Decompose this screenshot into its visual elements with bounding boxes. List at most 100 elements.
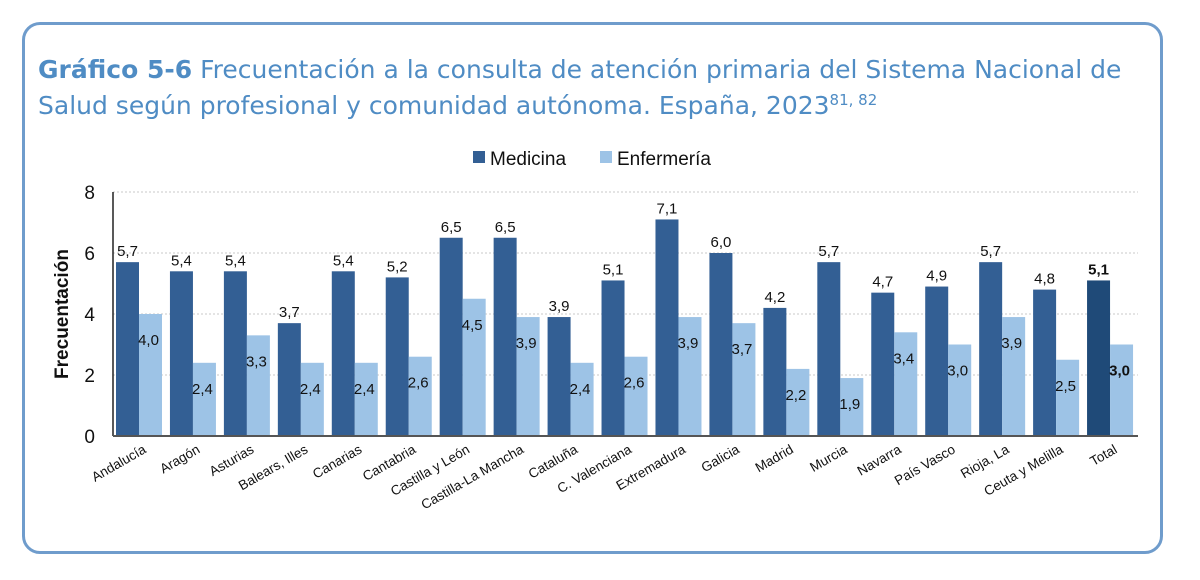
bar-medicina xyxy=(547,317,571,436)
data-label-medicina: 3,7 xyxy=(279,304,300,321)
bar-enfermeria xyxy=(300,362,324,436)
bar-enfermeria xyxy=(516,317,540,436)
bar-medicina xyxy=(1087,280,1111,436)
x-tick-label: Castilla-La Mancha xyxy=(419,441,527,512)
bar-enfermeria xyxy=(1056,359,1080,436)
data-label-enfermeria: 3,3 xyxy=(246,353,267,370)
bar-enfermeria xyxy=(948,344,972,436)
x-tick-label: País Vasco xyxy=(892,442,958,489)
title-text: Frecuentación a la consulta de atención … xyxy=(38,55,1122,120)
bar-medicina xyxy=(116,262,139,436)
data-label-medicina: 6,5 xyxy=(495,219,516,236)
x-tick-label: Madrid xyxy=(753,442,796,476)
data-label-enfermeria: 4,5 xyxy=(462,317,483,334)
data-label-medicina: 7,1 xyxy=(657,200,678,217)
data-label-medicina: 5,4 xyxy=(333,252,354,269)
bar-medicina xyxy=(169,271,193,436)
bar-enfermeria xyxy=(840,378,864,436)
legend-label-medicina: Medicina xyxy=(490,149,566,170)
y-tick-label: 0 xyxy=(84,427,95,448)
y-tick-label: 2 xyxy=(84,366,95,387)
data-label-medicina: 5,7 xyxy=(818,243,839,260)
data-label-enfermeria: 2,6 xyxy=(408,375,429,392)
data-label-medicina: 3,9 xyxy=(549,298,570,315)
data-label-enfermeria: 2,4 xyxy=(570,381,591,398)
data-label-enfermeria: 2,2 xyxy=(785,387,806,404)
bar-medicina xyxy=(331,271,355,436)
bar-enfermeria xyxy=(678,317,702,436)
data-label-enfermeria: 3,0 xyxy=(947,363,968,380)
chart-title: Gráfico 5-6 Frecuentación a la consulta … xyxy=(38,54,1158,121)
data-label-enfermeria: 2,6 xyxy=(624,375,645,392)
bar-enfermeria xyxy=(732,323,756,436)
bar-medicina xyxy=(925,286,949,436)
bar-enfermeria xyxy=(192,362,216,436)
bar-medicina xyxy=(1033,289,1057,436)
bar-medicina xyxy=(385,277,409,436)
data-label-enfermeria: 2,5 xyxy=(1055,378,1076,395)
data-label-medicina: 5,7 xyxy=(980,243,1001,260)
bar-enfermeria xyxy=(1002,317,1026,436)
y-axis-label: Frecuentación xyxy=(52,249,73,379)
legend-swatch-enfermeria xyxy=(600,151,612,163)
bar-medicina xyxy=(493,237,517,436)
data-label-enfermeria: 1,9 xyxy=(839,396,860,413)
data-label-medicina: 6,5 xyxy=(441,219,462,236)
bar-medicina xyxy=(763,307,787,436)
bar-enfermeria xyxy=(624,356,648,436)
bar-enfermeria xyxy=(462,298,486,436)
bar-enfermeria xyxy=(570,362,594,436)
data-label-medicina: 6,0 xyxy=(710,234,731,251)
data-label-medicina: 5,4 xyxy=(171,252,192,269)
data-label-enfermeria: 3,9 xyxy=(1001,335,1022,352)
data-label-enfermeria: 3,4 xyxy=(893,350,914,367)
bar-medicina xyxy=(709,253,733,436)
title-label: Gráfico 5-6 xyxy=(38,55,193,84)
data-label-enfermeria: 4,0 xyxy=(138,332,159,349)
bar-medicina xyxy=(601,280,625,436)
bar-enfermeria xyxy=(139,314,162,436)
data-label-medicina: 5,2 xyxy=(387,258,408,275)
x-tick-label: Andalucía xyxy=(89,441,149,484)
bar-medicina xyxy=(817,262,841,436)
data-label-medicina: 4,9 xyxy=(926,268,947,285)
bar-medicina xyxy=(439,237,463,436)
data-label-medicina: 5,4 xyxy=(225,252,246,269)
bar-medicina xyxy=(979,262,1003,436)
bar-enfermeria xyxy=(786,368,810,436)
legend-label-enfermeria: Enfermería xyxy=(617,149,711,170)
x-tick-label: Total xyxy=(1087,442,1119,469)
data-label-enfermeria: 3,9 xyxy=(516,335,537,352)
x-tick-label: Murcia xyxy=(807,441,850,474)
data-label-enfermeria: 2,4 xyxy=(354,381,375,398)
title-superscript: 81, 82 xyxy=(829,91,878,109)
bar-medicina xyxy=(871,292,895,436)
data-label-medicina: 4,2 xyxy=(764,289,785,306)
data-label-medicina: 5,7 xyxy=(117,243,138,260)
data-label-enfermeria: 2,4 xyxy=(300,381,321,398)
data-label-medicina: 5,1 xyxy=(603,261,624,278)
x-tick-label: Aragón xyxy=(157,442,202,477)
x-tick-label: Canarias xyxy=(310,441,365,481)
x-tick-label: Galicia xyxy=(699,441,743,475)
bar-enfermeria xyxy=(354,362,378,436)
bar-enfermeria xyxy=(894,332,918,436)
y-tick-label: 8 xyxy=(84,183,95,204)
data-label-enfermeria: 3,9 xyxy=(678,335,699,352)
data-label-enfermeria: 2,4 xyxy=(192,381,213,398)
bar-medicina xyxy=(277,323,301,436)
legend-swatch-medicina xyxy=(473,151,485,163)
data-label-medicina: 5,1 xyxy=(1088,261,1109,278)
bar-enfermeria xyxy=(408,356,432,436)
data-label-medicina: 4,8 xyxy=(1034,271,1055,288)
bar-enfermeria xyxy=(246,335,270,436)
data-label-enfermeria: 3,7 xyxy=(731,341,752,358)
bar-medicina xyxy=(655,219,679,436)
y-tick-label: 6 xyxy=(84,244,95,265)
data-label-enfermeria: 3,0 xyxy=(1109,363,1130,380)
bar-enfermeria xyxy=(1110,344,1134,436)
y-tick-label: 4 xyxy=(84,305,95,326)
data-label-medicina: 4,7 xyxy=(872,274,893,291)
bar-medicina xyxy=(223,271,247,436)
